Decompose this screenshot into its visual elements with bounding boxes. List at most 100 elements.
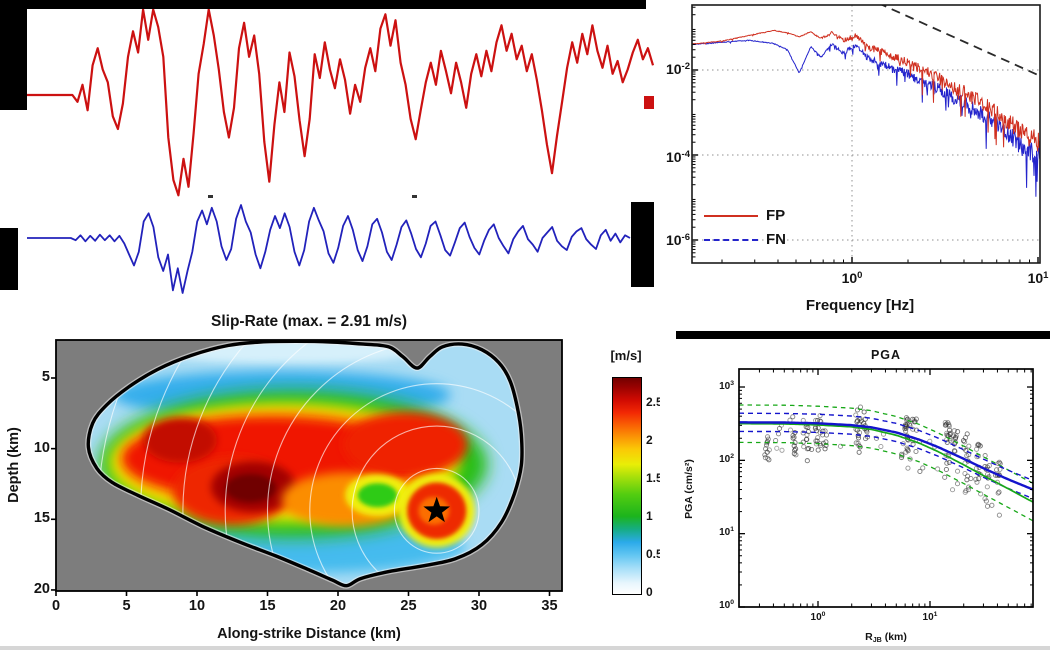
pga-data-point [820, 440, 827, 446]
pga-plot [738, 368, 1034, 608]
pga-data-point [973, 465, 979, 472]
slip-ytick-label: 15 [33, 510, 50, 527]
slip-xtick-label: 0 [51, 598, 61, 614]
legend-fp-label: FP [766, 207, 786, 224]
pga-data-point [943, 466, 949, 473]
pga-data-point [765, 436, 771, 442]
colorbar-label: [m/s] [610, 348, 642, 363]
spectrum-ytick-label: 10-4 [665, 148, 690, 165]
pga-data-point [762, 452, 768, 458]
spectrum-fn [692, 39, 1040, 197]
colorbar-tick-label: 0 [646, 585, 653, 599]
left-black-strip [0, 0, 27, 110]
pga-data-point [962, 439, 968, 445]
slip-hotspot [343, 411, 468, 477]
pga-data-point [996, 489, 1002, 495]
pga-data-point [878, 443, 884, 450]
pga-sigma-curve [739, 404, 1033, 484]
pga-ylabel: PGA (cm/s²) [683, 459, 695, 519]
colorbar [612, 377, 642, 595]
pga-ytick-label: 100 [719, 599, 734, 611]
tick-dot [208, 195, 213, 198]
pga-data-point [920, 465, 926, 471]
slip-title: Slip-Rate (max. = 2.91 m/s) [211, 313, 407, 330]
pga-data-point [903, 422, 909, 428]
pga-data-point [989, 502, 995, 508]
slip-ytick-label: 20 [33, 580, 50, 597]
pga-data-point [837, 443, 844, 449]
pga-data-point [803, 436, 810, 442]
pga-data-point [974, 446, 980, 452]
slip-hotspot [357, 483, 398, 508]
pga-data-point [907, 456, 913, 462]
pga-data-point [942, 474, 948, 480]
pga-data-point [976, 442, 982, 448]
pga-data-point [954, 481, 961, 487]
pga-data-point [776, 425, 783, 432]
pga-data-point [996, 512, 1002, 518]
pga-data-point [917, 468, 923, 475]
pga-data-point [943, 421, 950, 427]
pga-data-point [904, 417, 910, 423]
pga-data-point [764, 439, 770, 445]
hypocenter-star [423, 496, 450, 523]
pga-ytick-label: 102 [719, 453, 734, 465]
pga-data-point [951, 428, 957, 434]
pga-data-point [791, 434, 797, 440]
pga-content [739, 404, 1033, 522]
pga-data-point [905, 448, 911, 454]
pga-data-point [944, 460, 950, 466]
pga-data-point [955, 429, 961, 435]
slip-hotspot [143, 417, 217, 463]
spectrum-plot [691, 4, 1041, 264]
pga-data-point [978, 491, 984, 497]
colorbar-tick-label: 1.5 [646, 471, 660, 485]
pga-data-point [935, 466, 941, 472]
trace-end-mark [644, 96, 654, 109]
pga-data-point [945, 420, 951, 426]
slip-xtick-label: 10 [188, 598, 206, 614]
pga-data-point [903, 415, 909, 421]
pga-data-point [955, 468, 961, 474]
rupture-outline [86, 339, 524, 588]
pga-data-point [962, 470, 968, 477]
pga-xlabel: RJB (km) [865, 631, 907, 645]
plot-frame [691, 4, 1041, 264]
colorbar-tick-label: 0.5 [646, 547, 660, 561]
pga-data-point [800, 439, 806, 445]
pga-data-point [765, 455, 771, 462]
spectrum-xlabel: Frequency [Hz] [805, 297, 915, 314]
pga-data-point [994, 467, 1000, 473]
spectrum-ytick-label: 10-2 [665, 60, 690, 77]
pga-data-point [984, 484, 990, 490]
pga-sigma-curve [739, 430, 1033, 500]
spectrum-ytick-label: 10-6 [665, 231, 690, 248]
pga-data-point [790, 414, 796, 420]
pga-data-point [951, 448, 957, 454]
pga-data-point [863, 436, 869, 442]
spectrum-xtick-label: 100 [841, 269, 863, 286]
pga-data-point [790, 435, 796, 441]
slip-ytick-label: 10 [33, 439, 50, 456]
pga-data-point [855, 435, 862, 441]
pga-data-point [804, 458, 810, 464]
pga-sigma-curve [739, 412, 1033, 482]
pga-top-black-bar [676, 331, 1050, 339]
pga-data-point [766, 457, 772, 463]
pga-data-point [965, 487, 972, 493]
plot-frame [55, 339, 563, 592]
panel-pga-attenuation: PGA RJB (km) PGA (cm/s²) 100 101 102 103 100… [660, 320, 1050, 650]
pga-data-point [800, 430, 806, 436]
pga-data-point [973, 476, 979, 482]
pga-data-point [953, 433, 959, 439]
pga-data-point [995, 461, 1001, 467]
spectrum-xtick-label: 101 [1027, 269, 1049, 286]
pga-data-point [809, 446, 815, 453]
pga-data-point [963, 488, 969, 494]
pga-median-green [739, 422, 1033, 503]
pga-data-point [813, 428, 819, 434]
lower-left-black-block [0, 228, 18, 290]
slip-xlabel: Along-strike Distance (km) [217, 626, 401, 642]
legend-fn-label: FN [766, 231, 786, 248]
